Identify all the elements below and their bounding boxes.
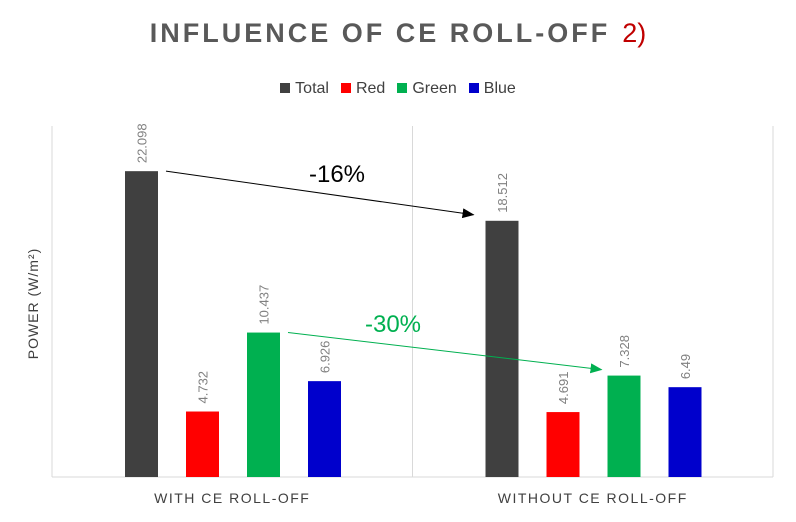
bar-green — [247, 332, 280, 477]
bar-red — [546, 412, 580, 477]
bar-red — [186, 411, 219, 477]
data-label: 4.691 — [556, 372, 571, 405]
annotation-arrow — [165, 170, 475, 219]
legend-item-green: Green — [397, 80, 457, 98]
data-label: 22.098 — [135, 123, 150, 163]
annotation-label: -16% — [309, 161, 365, 188]
legend-label: Total — [295, 80, 329, 97]
y-axis-label: POWER (W/m²) — [25, 248, 41, 360]
data-label: 6.49 — [678, 354, 693, 379]
bar-total — [125, 171, 158, 477]
data-label: 18.512 — [495, 173, 510, 213]
legend-label: Blue — [483, 80, 516, 97]
bar-total — [485, 220, 519, 477]
chart-legend: Total Red Green Blue — [0, 80, 796, 98]
chart-title-mark: 2) — [622, 18, 647, 48]
annotation-label: -30% — [365, 311, 421, 338]
legend-swatch — [468, 83, 479, 93]
x-tick-label: WITHOUT CE ROLL-OFF — [498, 490, 688, 506]
legend-swatch — [280, 83, 291, 93]
chart-title-text: INFLUENCE OF CE ROLL-OFF — [149, 18, 611, 48]
legend-swatch — [397, 83, 408, 93]
legend-item-blue: Blue — [468, 80, 516, 98]
annotation-arrow — [287, 332, 603, 374]
legend-swatch — [340, 83, 351, 93]
bar-blue — [308, 381, 341, 477]
x-tick-label: WITH CE ROLL-OFF — [154, 490, 310, 506]
data-label: 4.732 — [196, 371, 211, 404]
legend-label: Green — [412, 80, 457, 97]
legend-label: Red — [355, 80, 386, 97]
legend-item-total: Total — [280, 80, 329, 98]
chart-title: INFLUENCE OF CE ROLL-OFF 2) — [0, 18, 796, 49]
data-label: 7.328 — [617, 335, 632, 368]
bar-green — [607, 375, 641, 477]
legend-item-red: Red — [340, 80, 386, 98]
data-label: 6.926 — [318, 341, 333, 374]
bar-blue — [668, 387, 702, 477]
data-label: 10.437 — [257, 285, 272, 325]
